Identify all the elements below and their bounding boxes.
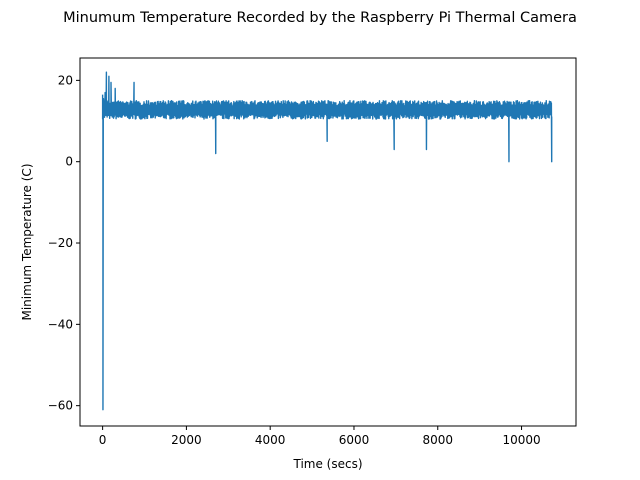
y-tick-label: −40 (48, 317, 73, 331)
x-tick-label: 2000 (171, 433, 202, 447)
x-axis: 0 2000 4000 6000 8000 10000 (99, 426, 541, 447)
y-tick-label: −60 (48, 399, 73, 413)
x-tick-label: 10000 (502, 433, 540, 447)
x-tick-label: 4000 (255, 433, 286, 447)
y-tick-label: 20 (58, 73, 73, 87)
x-tick-label: 6000 (339, 433, 370, 447)
plot-area (101, 71, 553, 411)
x-tick-label: 0 (99, 433, 107, 447)
y-axis: −60 −40 −20 0 20 (48, 73, 80, 413)
x-tick-label: 8000 (422, 433, 453, 447)
y-axis-label: Minimum Temperature (C) (20, 164, 34, 321)
y-tick-label: −20 (48, 236, 73, 250)
chart-title: Minumum Temperature Recorded by the Rasp… (63, 10, 577, 26)
temperature-series-line (101, 71, 553, 411)
y-tick-label: 0 (65, 155, 73, 169)
x-axis-label: Time (secs) (292, 457, 362, 471)
axes-frame (79, 57, 577, 427)
